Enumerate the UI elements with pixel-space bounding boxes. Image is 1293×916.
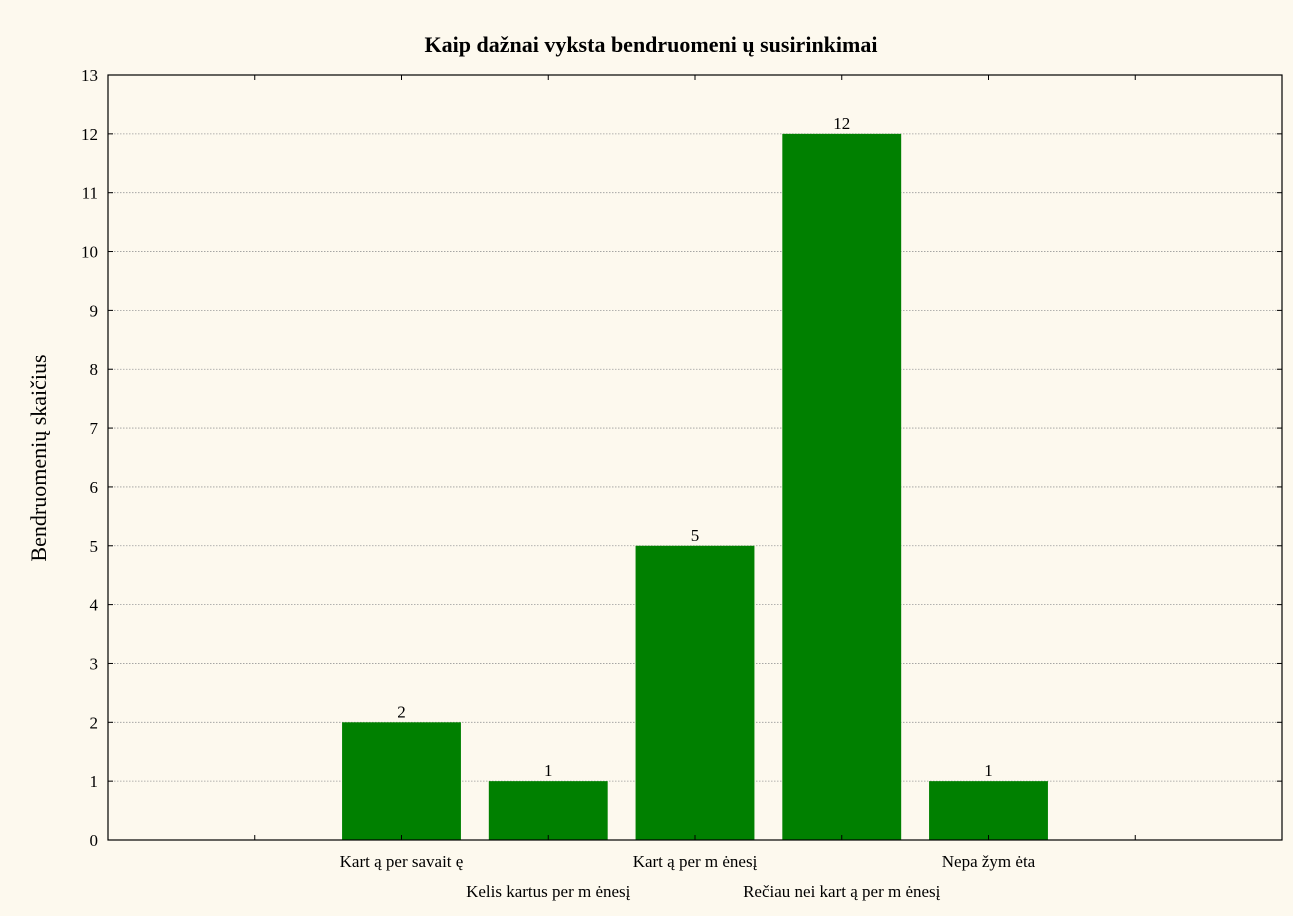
y-tick-label: 0 <box>90 831 99 850</box>
y-tick-label: 9 <box>90 301 99 320</box>
y-tick-label: 5 <box>90 537 99 556</box>
y-tick-label: 8 <box>90 360 99 379</box>
y-tick-label: 11 <box>82 184 98 203</box>
x-category-label: Nepa žym ėta <box>942 852 1036 871</box>
bar <box>342 722 461 840</box>
bar-value-label: 2 <box>397 702 406 721</box>
bar-value-label: 1 <box>984 761 993 780</box>
chart-title: Kaip dažnai vyksta bendruomeni ų susirin… <box>425 32 878 57</box>
y-tick-label: 13 <box>81 66 98 85</box>
bar-value-label: 5 <box>691 526 700 545</box>
y-tick-label: 12 <box>81 125 98 144</box>
x-category-label: Kart ą per savait ę <box>340 852 464 871</box>
y-tick-label: 1 <box>90 772 99 791</box>
bar <box>929 781 1048 840</box>
y-tick-label: 7 <box>90 419 99 438</box>
y-tick-label: 2 <box>90 713 99 732</box>
y-tick-label: 10 <box>81 243 98 262</box>
bar <box>488 781 608 840</box>
gridlines <box>108 133 1282 782</box>
bar <box>782 133 902 840</box>
y-tick-label: 4 <box>90 596 99 615</box>
x-category-label: Kelis kartus per m ėnesį <box>466 882 631 901</box>
y-tick-label: 6 <box>90 478 99 497</box>
bar-value-label: 1 <box>544 761 553 780</box>
y-axis-label: Bendruomenių skaičius <box>26 354 51 561</box>
x-category-label: Rečiau nei kart ą per m ėnesį <box>743 882 941 901</box>
bars: 2 1 5 12 1 <box>342 114 1048 840</box>
bar <box>635 545 755 840</box>
x-category-label: Kart ą per m ėnesį <box>633 852 758 871</box>
bar-value-label: 12 <box>833 114 850 133</box>
y-tick-label: 3 <box>90 654 99 673</box>
